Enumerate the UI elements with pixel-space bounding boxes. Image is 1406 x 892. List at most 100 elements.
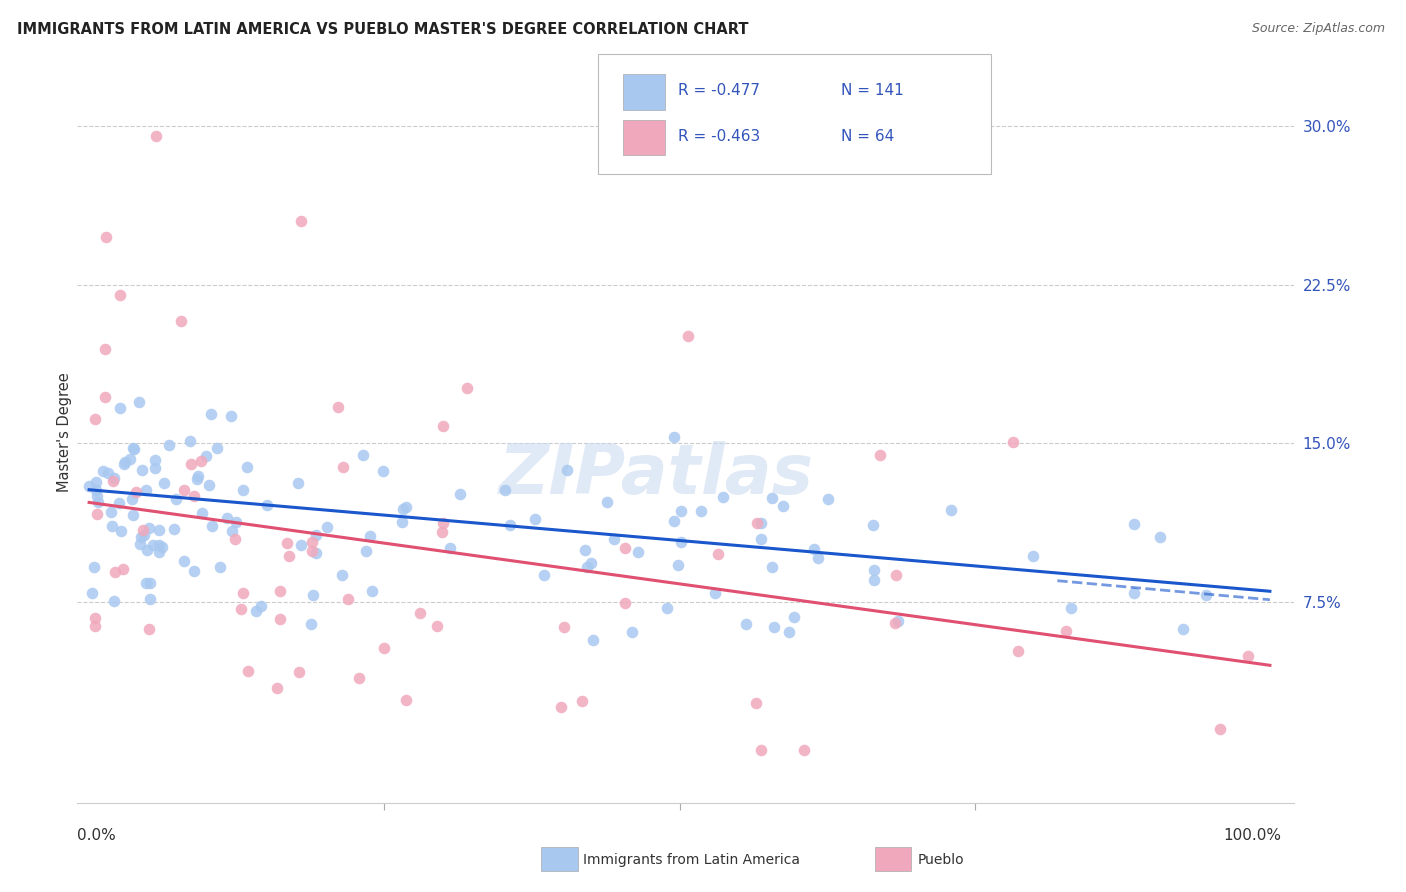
Point bbox=[121, 441, 143, 455]
Point bbox=[1171, 622, 1194, 636]
Point bbox=[225, 516, 247, 530]
Point bbox=[439, 541, 461, 555]
Point bbox=[603, 532, 626, 546]
Point bbox=[579, 556, 602, 570]
Point bbox=[614, 541, 637, 555]
Point bbox=[256, 498, 278, 512]
Point bbox=[101, 518, 124, 533]
Point bbox=[449, 487, 471, 501]
Point bbox=[94, 229, 117, 244]
Point bbox=[224, 532, 246, 546]
Point bbox=[159, 438, 181, 452]
Point bbox=[209, 559, 232, 574]
Point bbox=[1060, 601, 1083, 615]
Point bbox=[139, 575, 162, 590]
Point bbox=[110, 524, 132, 539]
Point bbox=[108, 288, 131, 302]
Point bbox=[301, 543, 323, 558]
Point bbox=[183, 489, 205, 503]
Point bbox=[553, 620, 575, 634]
Point bbox=[100, 505, 122, 519]
Point bbox=[524, 511, 547, 525]
Point bbox=[749, 743, 772, 757]
Point bbox=[778, 625, 800, 640]
Point bbox=[735, 616, 758, 631]
Text: Source: ZipAtlas.com: Source: ZipAtlas.com bbox=[1251, 22, 1385, 36]
Text: 100.0%: 100.0% bbox=[1223, 828, 1282, 843]
Point bbox=[84, 611, 107, 625]
Point bbox=[395, 500, 418, 515]
Point bbox=[128, 395, 150, 409]
Text: N = 141: N = 141 bbox=[841, 84, 904, 98]
Point bbox=[669, 534, 692, 549]
Text: IMMIGRANTS FROM LATIN AMERICA VS PUEBLO MASTER'S DEGREE CORRELATION CHART: IMMIGRANTS FROM LATIN AMERICA VS PUEBLO … bbox=[17, 22, 748, 37]
Point bbox=[114, 455, 136, 469]
Point bbox=[132, 524, 155, 538]
Point bbox=[287, 475, 309, 490]
Point bbox=[107, 495, 129, 509]
Point bbox=[200, 407, 222, 421]
Point bbox=[347, 671, 370, 685]
Point bbox=[862, 517, 884, 532]
Point bbox=[124, 442, 146, 456]
Point bbox=[391, 515, 413, 529]
Point bbox=[277, 549, 299, 564]
Point bbox=[290, 538, 312, 552]
Point bbox=[887, 614, 910, 628]
Point bbox=[432, 516, 454, 530]
Text: N = 64: N = 64 bbox=[841, 129, 894, 144]
Point bbox=[136, 543, 159, 558]
Point bbox=[884, 568, 907, 582]
Point bbox=[354, 544, 377, 558]
Point bbox=[93, 342, 115, 356]
Point bbox=[138, 521, 160, 535]
Point bbox=[373, 640, 395, 655]
Point bbox=[183, 564, 205, 578]
Point bbox=[77, 479, 100, 493]
Point bbox=[664, 514, 686, 528]
Point bbox=[219, 409, 242, 424]
Point bbox=[84, 475, 107, 489]
Point bbox=[245, 605, 267, 619]
Point bbox=[807, 550, 830, 565]
Text: R = -0.463: R = -0.463 bbox=[678, 129, 759, 144]
Point bbox=[190, 454, 212, 468]
Point bbox=[533, 567, 555, 582]
Point bbox=[361, 584, 384, 599]
Point bbox=[711, 490, 734, 504]
Point bbox=[205, 442, 228, 456]
Point bbox=[550, 700, 572, 714]
Point bbox=[142, 538, 165, 552]
Point bbox=[250, 599, 273, 613]
Point bbox=[86, 508, 108, 522]
Point bbox=[614, 597, 637, 611]
Point bbox=[232, 483, 254, 497]
Point bbox=[83, 559, 105, 574]
Text: 0.0%: 0.0% bbox=[77, 828, 117, 843]
Point bbox=[690, 504, 713, 518]
Point bbox=[179, 434, 201, 448]
Point bbox=[371, 463, 394, 477]
Point bbox=[745, 516, 768, 530]
Point bbox=[662, 430, 685, 444]
Text: ZIPatlas: ZIPatlas bbox=[498, 442, 814, 508]
Point bbox=[170, 313, 193, 327]
Point bbox=[135, 483, 157, 497]
Point bbox=[269, 612, 291, 626]
Point bbox=[316, 520, 339, 534]
Point bbox=[793, 743, 815, 757]
Point bbox=[132, 528, 155, 542]
Point bbox=[121, 491, 143, 506]
Point bbox=[150, 540, 173, 554]
Point bbox=[863, 563, 886, 577]
Point bbox=[97, 466, 120, 480]
Point bbox=[336, 592, 359, 607]
Point bbox=[456, 381, 478, 395]
Point bbox=[129, 530, 152, 544]
Point bbox=[326, 401, 349, 415]
Point bbox=[783, 610, 806, 624]
Point bbox=[704, 585, 727, 599]
Point bbox=[104, 566, 127, 580]
Point bbox=[84, 411, 107, 425]
Point bbox=[201, 518, 224, 533]
